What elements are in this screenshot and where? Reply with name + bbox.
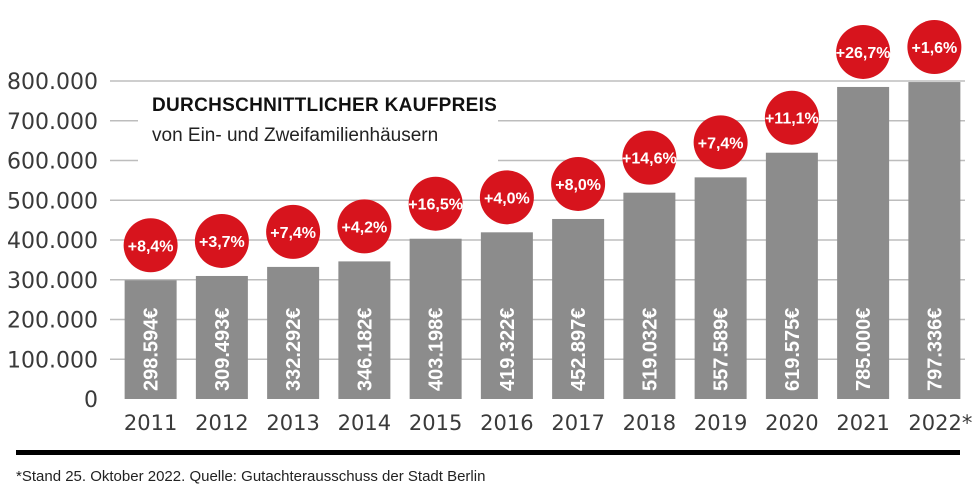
- title-box-background: [138, 84, 498, 162]
- x-axis-ticks: 2011 2012 2013 2014 2015 2016 2017 2018 2019 2020…: [124, 411, 972, 435]
- footnote: *Stand 25. Oktober 2022. Quelle: Gutacht…: [16, 468, 486, 485]
- y-tick-label: 700.000: [7, 110, 98, 135]
- y-axis-ticks: 0 100.000 200.000 300.000 400.000 500.000 600.…: [7, 70, 98, 413]
- bar: [195, 275, 248, 399]
- y-tick-label: 0: [84, 388, 98, 413]
- change-badge-label: +8,0%: [555, 177, 601, 194]
- x-tick-label: 2015: [409, 411, 462, 435]
- change-badge-label: +26,7%: [836, 45, 891, 62]
- change-badge: [836, 24, 891, 79]
- chart-title: DURCHSCHNITTLICHER KAUFPREIS: [152, 95, 497, 116]
- change-badge-label: +4,0%: [484, 190, 530, 207]
- bar: [338, 261, 391, 399]
- bar-value-label: 452.897€: [568, 308, 590, 391]
- bar-value-label: 619.575€: [782, 308, 804, 391]
- bar-value-label: 419.322€: [497, 308, 519, 391]
- change-badge-label: +16,5%: [408, 197, 463, 214]
- bar-value-label: 332.292€: [283, 308, 305, 391]
- change-badge: [266, 204, 321, 259]
- x-tick-label: 2022*: [908, 411, 972, 435]
- chart-subtitle: von Ein- und Zweifamilienhäusern: [152, 125, 438, 146]
- bar-value-label: 298.594€: [141, 308, 163, 391]
- change-badge: [693, 115, 748, 170]
- bar: [124, 280, 177, 399]
- x-tick-label: 2011: [124, 411, 177, 435]
- chart-title-box: DURCHSCHNITTLICHER KAUFPREIS von Ein- un…: [138, 84, 498, 162]
- x-tick-label: 2020: [765, 411, 818, 435]
- x-tick-label: 2019: [694, 411, 747, 435]
- x-tick-label: 2014: [338, 411, 391, 435]
- y-tick-label: 100.000: [7, 348, 98, 373]
- change-badge-label: +8,4%: [128, 238, 174, 255]
- change-badge-label: +7,4%: [698, 135, 744, 152]
- baseline-rule: [16, 450, 960, 455]
- change-badge: [123, 218, 178, 273]
- change-badge-label: +11,1%: [765, 111, 819, 128]
- change-badge: [764, 90, 819, 145]
- bar-value-label: 403.198€: [426, 308, 448, 391]
- bar: [765, 152, 818, 399]
- x-tick-label: 2018: [623, 411, 676, 435]
- y-tick-label: 200.000: [7, 309, 98, 334]
- x-tick-label: 2016: [480, 411, 533, 435]
- bar: [552, 218, 605, 399]
- change-badge: [622, 130, 677, 185]
- bar-value-label: 557.589€: [711, 308, 733, 391]
- x-tick-label: 2017: [551, 411, 604, 435]
- bar-value-label: 309.493€: [212, 308, 234, 391]
- change-badge: [479, 170, 534, 225]
- y-tick-label: 500.000: [7, 189, 98, 214]
- change-badge: [551, 156, 606, 211]
- change-badge-label: +14,6%: [622, 151, 677, 168]
- bar: [409, 238, 462, 399]
- bar: [694, 177, 747, 399]
- bars: 298.594€ +8,4% 309.493€ +3,7% 332.292€ +7,4% 3…: [123, 20, 962, 400]
- bar-value-label: 785.000€: [853, 308, 875, 391]
- change-badge: [907, 20, 962, 75]
- bar: [480, 232, 533, 399]
- bar: [837, 86, 890, 400]
- bar: [908, 82, 961, 400]
- x-tick-label: 2013: [266, 411, 319, 435]
- y-tick-label: 800.000: [7, 70, 98, 95]
- y-tick-label: 400.000: [7, 229, 98, 254]
- bar-value-label: 797.336€: [924, 308, 946, 391]
- change-badge-label: +3,7%: [199, 234, 245, 251]
- change-badge-label: +1,6%: [911, 40, 957, 57]
- change-badge: [194, 213, 249, 268]
- bar: [623, 192, 676, 399]
- change-badge-label: +7,4%: [270, 225, 316, 242]
- x-tick-label: 2012: [195, 411, 248, 435]
- bar-value-label: 519.032€: [639, 308, 661, 391]
- change-badge: [408, 176, 463, 231]
- bar-value-label: 346.182€: [354, 308, 376, 391]
- change-badge: [337, 199, 392, 254]
- x-tick-label: 2021: [836, 411, 889, 435]
- y-tick-label: 300.000: [7, 269, 98, 294]
- y-tick-label: 600.000: [7, 150, 98, 175]
- change-badge-label: +4,2%: [341, 219, 387, 236]
- bar: [267, 266, 320, 399]
